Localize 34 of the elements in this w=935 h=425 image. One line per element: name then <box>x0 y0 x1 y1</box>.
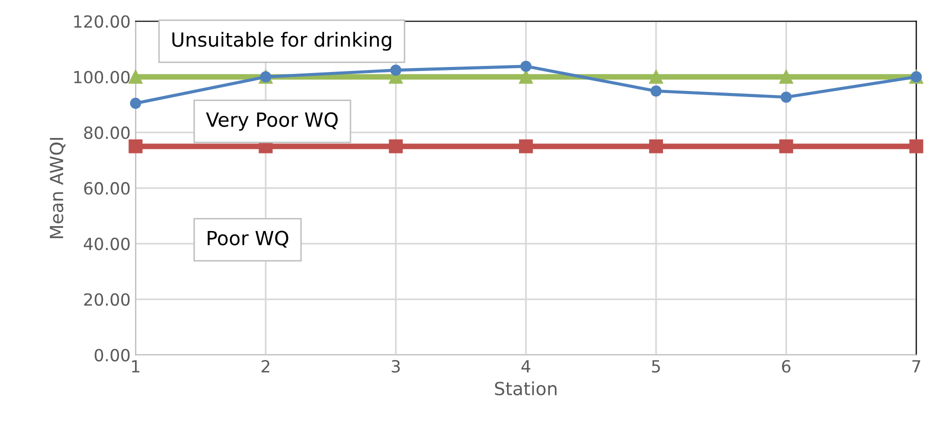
point <box>128 70 143 84</box>
point <box>779 139 794 154</box>
y-tick-label: 100.00 <box>74 70 130 84</box>
point <box>780 92 792 103</box>
annotation: Unsuitable for drinking <box>172 32 392 51</box>
point <box>388 139 403 154</box>
y-tick-label: 20.00 <box>84 293 130 306</box>
y-tick-label: 0.00 <box>94 348 130 362</box>
x-tick-label: 3 <box>392 360 400 373</box>
y-tick-label: 40.00 <box>84 238 130 250</box>
point <box>390 64 402 76</box>
x-tick-label: 5 <box>652 360 660 373</box>
x-tick-label: 6 <box>782 360 790 373</box>
annotation: Poor WQ <box>208 230 288 248</box>
x-axis-title: Station <box>495 381 556 396</box>
point <box>779 70 794 84</box>
point <box>518 139 533 154</box>
annotation: Very Poor WQ <box>206 112 338 131</box>
y-tick-label: 80.00 <box>84 126 130 140</box>
x-tick-label: 7 <box>912 360 920 372</box>
point <box>649 139 664 154</box>
x-tick-label: 4 <box>521 360 530 372</box>
point <box>130 98 142 109</box>
point <box>128 139 143 154</box>
x-tick-label: 2 <box>262 360 270 372</box>
point <box>520 60 532 72</box>
y-tick-label: 60.00 <box>84 182 130 195</box>
point <box>518 70 533 84</box>
point <box>909 139 924 154</box>
point <box>650 85 662 97</box>
x-tick-label: 1 <box>132 360 140 372</box>
point <box>649 70 664 84</box>
y-tick-label: 120.00 <box>74 15 130 28</box>
y-axis-title: Mean AWQI <box>50 138 66 238</box>
